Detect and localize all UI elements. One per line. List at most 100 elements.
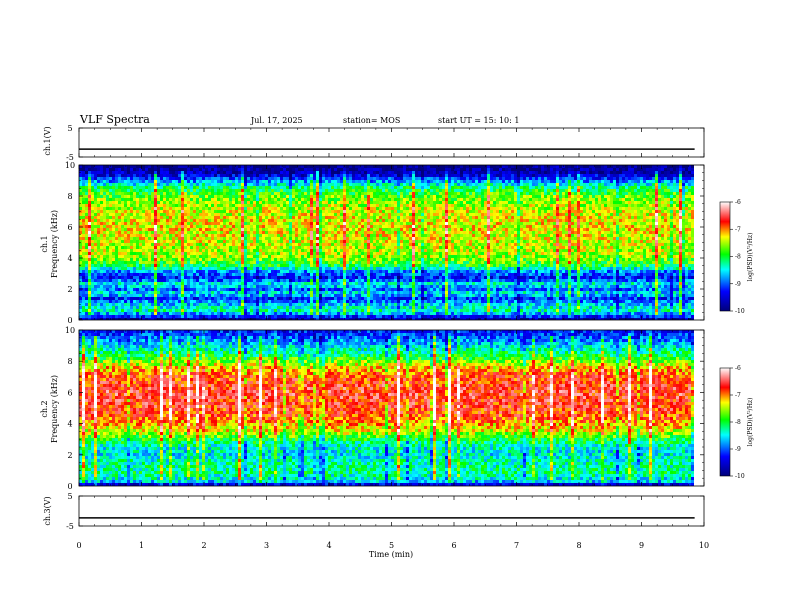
spectrogram-cell: [181, 315, 184, 318]
spectrogram-cell: [331, 198, 334, 201]
spectrogram-cell: [244, 243, 247, 246]
spectrogram-cell: [313, 174, 316, 177]
spectrogram-cell: [175, 294, 178, 297]
spectrogram-cell: [343, 240, 346, 243]
spectrogram-cell: [226, 219, 229, 222]
spectrogram-cell: [136, 216, 139, 219]
spectrogram-cell: [316, 318, 319, 320]
spectrogram-cell: [163, 216, 166, 219]
spectrogram-cell: [262, 279, 265, 282]
spectrogram-cell: [313, 285, 316, 288]
spectrogram-cell: [268, 312, 271, 315]
spectrogram-cell: [121, 189, 124, 192]
spectrogram-cell: [205, 177, 208, 180]
spectrogram-cell: [112, 219, 115, 222]
spectrogram-cell: [163, 207, 166, 210]
spectrogram-cell: [289, 195, 292, 198]
spectrogram-cell: [301, 195, 304, 198]
spectrogram-cell: [163, 309, 166, 312]
spectrogram-cell: [304, 174, 307, 177]
spectrogram-cell: [232, 297, 235, 300]
spectrogram-cell: [283, 279, 286, 282]
spectrogram-cell: [133, 255, 136, 258]
spectrogram-cell: [238, 252, 241, 255]
spectrogram-cell: [208, 207, 211, 210]
spectrogram-cell: [85, 240, 88, 243]
spectrogram-cell: [310, 186, 313, 189]
spectrogram-cell: [322, 267, 325, 270]
spectrogram-cell: [142, 180, 145, 183]
spectrogram-cell: [328, 306, 331, 309]
spectrogram-cell: [148, 309, 151, 312]
spectrogram-cell: [334, 315, 337, 318]
spectrogram-cell: [301, 258, 304, 261]
spectrogram-cell: [361, 168, 364, 171]
spectrogram-cell: [346, 228, 349, 231]
spectrogram-cell: [271, 291, 274, 294]
spectrogram-cell: [307, 231, 310, 234]
spectrogram-cell: [109, 306, 112, 309]
spectrogram-cell: [226, 189, 229, 192]
spectrogram-cell: [217, 237, 220, 240]
spectrogram-cell: [262, 177, 265, 180]
spectrogram-cell: [187, 261, 190, 264]
spectrogram-cell: [154, 228, 157, 231]
spectrogram-cell: [124, 222, 127, 225]
spectrogram-cell: [235, 237, 238, 240]
spectrogram-cell: [310, 180, 313, 183]
spectrogram-cell: [352, 252, 355, 255]
spectrogram-cell: [331, 273, 334, 276]
spectrogram-cell: [304, 198, 307, 201]
spectrogram-cell: [124, 264, 127, 267]
spectrogram-cell: [253, 246, 256, 249]
spectrogram-cell: [121, 219, 124, 222]
spectrogram-cell: [286, 318, 289, 320]
spectrogram-cell: [304, 192, 307, 195]
spectrogram-cell: [313, 222, 316, 225]
spectrogram-cell: [127, 174, 130, 177]
spectrogram-cell: [127, 246, 130, 249]
spectrogram-cell: [151, 255, 154, 258]
spectrogram-cell: [223, 258, 226, 261]
spectrogram-cell: [115, 264, 118, 267]
spectrogram-cell: [160, 267, 163, 270]
spectrogram-cell: [136, 228, 139, 231]
spectrogram-cell: [259, 192, 262, 195]
spectrogram-cell: [244, 252, 247, 255]
spectrogram-cell: [169, 246, 172, 249]
spectrogram-cell: [133, 240, 136, 243]
spectrogram-cell: [322, 231, 325, 234]
spectrogram-cell: [340, 189, 343, 192]
spectrogram-cell: [292, 228, 295, 231]
spectrogram-cell: [283, 273, 286, 276]
spectrogram-cell: [82, 300, 85, 303]
spectrogram-cell: [145, 171, 148, 174]
spectrogram-cell: [301, 291, 304, 294]
spectrogram-cell: [250, 270, 253, 273]
spectrogram-cell: [319, 249, 322, 252]
spectrogram-cell: [352, 228, 355, 231]
spectrogram-cell: [277, 288, 280, 291]
spectrogram-cell: [232, 264, 235, 267]
spectrogram-cell: [163, 213, 166, 216]
spectrogram-cell: [85, 222, 88, 225]
spectrogram-cell: [178, 222, 181, 225]
spectrogram-cell: [94, 243, 97, 246]
spectrogram-cell: [292, 258, 295, 261]
spectrogram-cell: [88, 252, 91, 255]
spectrogram-cell: [313, 228, 316, 231]
spectrogram-cell: [157, 258, 160, 261]
spectrogram-cell: [190, 222, 193, 225]
spectrogram-cell: [256, 180, 259, 183]
spectrogram-cell: [166, 258, 169, 261]
spectrogram-cell: [160, 198, 163, 201]
spectrogram-cell: [358, 189, 361, 192]
spectrogram-cell: [349, 222, 352, 225]
spectrogram-cell: [313, 264, 316, 267]
spectrogram-cell: [115, 180, 118, 183]
spectrogram-cell: [316, 312, 319, 315]
spectrogram-cell: [133, 252, 136, 255]
spectrogram-cell: [277, 267, 280, 270]
spectrogram-cell: [211, 207, 214, 210]
spectrogram-cell: [157, 264, 160, 267]
